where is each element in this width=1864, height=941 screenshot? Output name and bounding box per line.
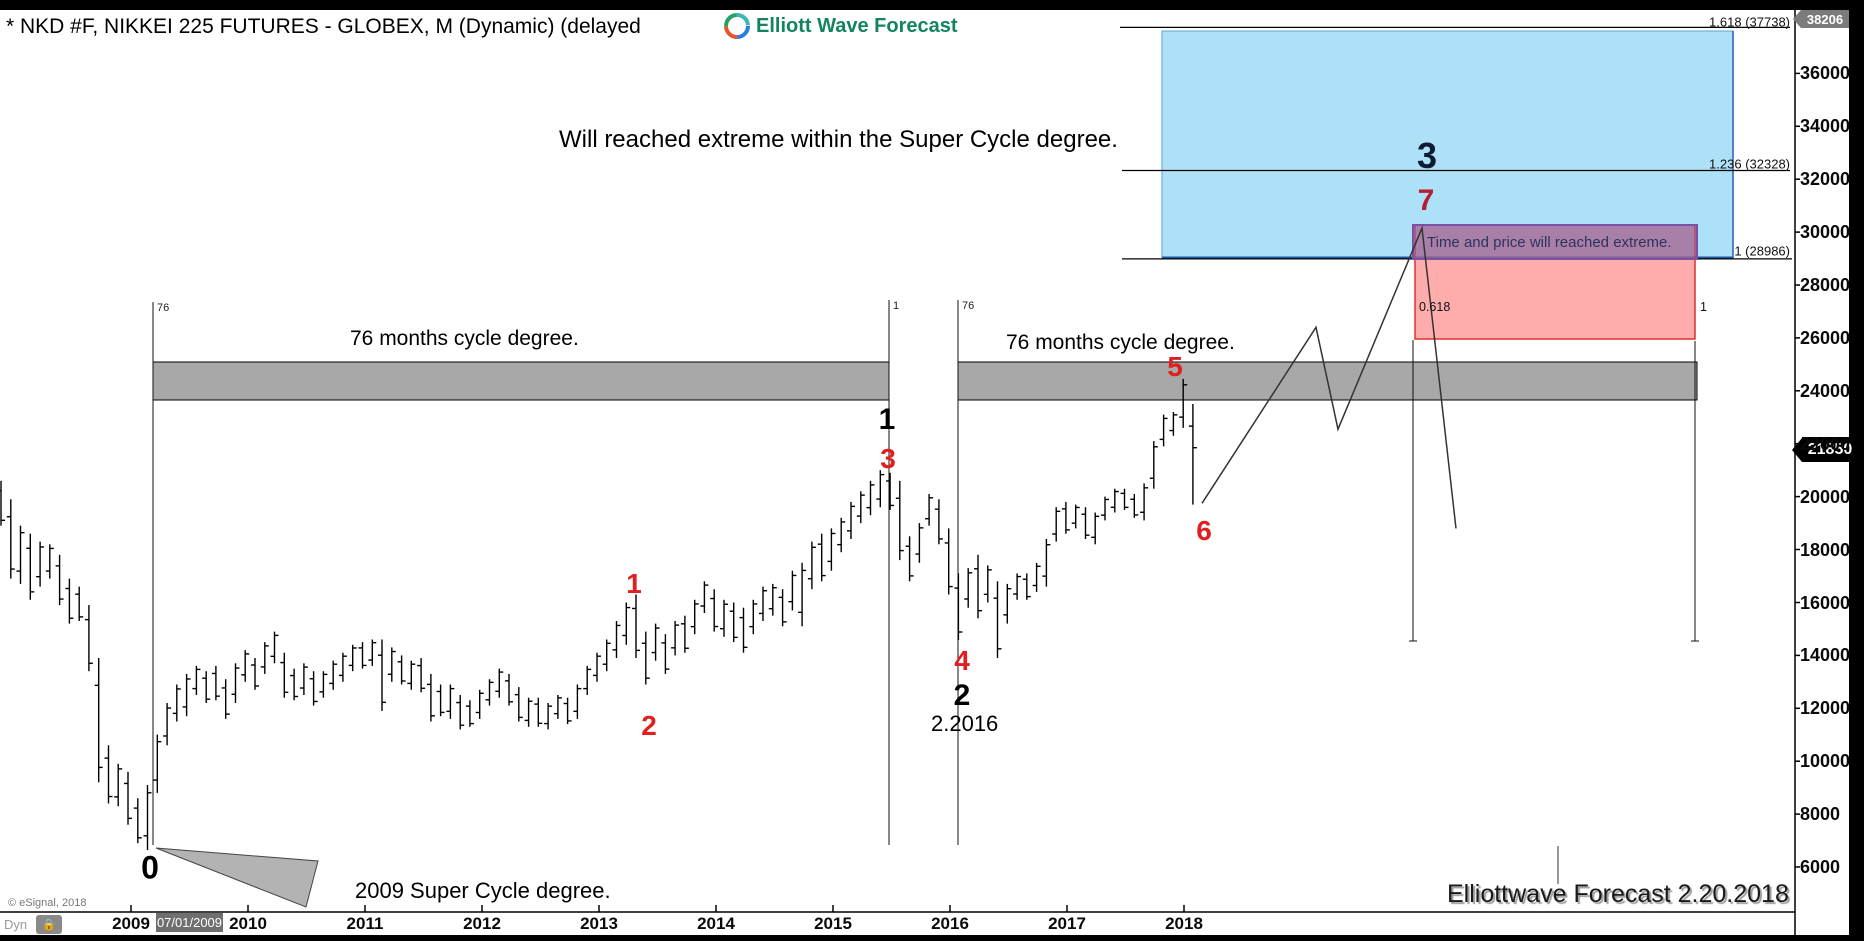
year-label-2017: 2017 [1048, 914, 1086, 933]
watermark: Elliottwave Forecast 2.20.2018 [1447, 880, 1789, 908]
cycle-line-label-0: 76 [157, 302, 170, 314]
top-price-tag-arrow [1793, 10, 1801, 28]
wave-label-10-7: 7 [1417, 184, 1435, 217]
price-label-30000: 30000 [1800, 222, 1851, 243]
wave-label-4-1: 1 [626, 568, 642, 599]
dyn-label: Dyn [4, 917, 28, 932]
price-label-34000: 34000 [1800, 116, 1851, 137]
fib-label-1000: 1 (28986) [1734, 243, 1790, 259]
price-label-18000: 18000 [1800, 539, 1851, 560]
symbol-title: * NKD #F, NIKKEI 225 FUTURES - GLOBEX, M… [6, 15, 641, 38]
price-label-22000: 22000 [1800, 433, 1851, 454]
cycle-band-left [152, 361, 890, 401]
esignal-copyright: © eSignal, 2018 [8, 897, 87, 909]
super-cycle-wedge [155, 847, 319, 908]
price-label-10000: 10000 [1800, 751, 1851, 772]
fib-label-1618: 1.618 (37738) [1709, 14, 1790, 30]
annotation-will-extreme: Will reached extreme within the Super Cy… [559, 126, 1118, 153]
price-label-8000: 8000 [1800, 804, 1841, 825]
price-label-14000: 14000 [1800, 645, 1851, 666]
cycle-line-label-2: 76 [962, 300, 975, 312]
bottom-window-bar [0, 935, 1864, 941]
price-label-32000: 32000 [1800, 169, 1851, 190]
blue-target-box [1161, 30, 1734, 259]
top-window-bar [0, 0, 1864, 10]
date-marker-box[interactable]: 07/01/2009 [156, 913, 223, 932]
annotation-cycle-right: 76 months cycle degree. [1006, 331, 1235, 354]
wave-label-2-2: 2 [953, 679, 971, 712]
wave-label-9-6: 6 [1196, 515, 1212, 546]
price-label-28000: 28000 [1800, 275, 1851, 295]
wave-label-7-4: 4 [954, 645, 970, 676]
brand-logo-text: Elliott Wave Forecast [756, 14, 958, 37]
price-label-6000: 6000 [1800, 857, 1841, 877]
projection-zigzag [1201, 225, 1457, 529]
price-label-26000: 26000 [1800, 327, 1851, 348]
year-label-2009: 2009 [112, 914, 150, 933]
annotation-time-price: Time and price will reached extreme. [1427, 234, 1672, 251]
price-label-20000: 20000 [1800, 486, 1851, 507]
year-label-2016: 2016 [931, 914, 969, 933]
last-price-tag: 21850 [1792, 437, 1858, 462]
right-window-bar [1849, 0, 1864, 941]
year-label-2014: 2014 [697, 914, 735, 933]
year-label-2015: 2015 [814, 914, 852, 933]
year-label-2012: 2012 [463, 914, 501, 933]
price-label-24000: 24000 [1800, 380, 1851, 401]
price-label-36000: 36000 [1800, 63, 1851, 84]
price-label-12000: 12000 [1800, 698, 1851, 719]
wave-label-3-3: 3 [1416, 135, 1438, 176]
annotation-super-cycle: 2009 Super Cycle degree. [355, 878, 611, 903]
purple-note-box [1412, 224, 1698, 260]
year-label-2011: 2011 [346, 914, 384, 933]
last-price-tag-arrow [1792, 437, 1802, 462]
retrace-label-0618: 0.618 [1419, 300, 1451, 314]
wave-label-1-1: 1 [878, 403, 896, 436]
wave-label-6-3: 3 [880, 443, 896, 474]
year-label-2013: 2013 [580, 914, 618, 933]
annotation-low-date: 2.2016 [931, 711, 999, 736]
wave-label-8-5: 5 [1167, 351, 1183, 382]
fib-label-1236: 1.236 (32328) [1709, 156, 1790, 172]
wave-label-0-0: 0 [141, 849, 159, 886]
annotation-cycle-left: 76 months cycle degree. [350, 327, 579, 350]
retrace-label-1: 1 [1700, 300, 1707, 314]
wave-label-5-2: 2 [641, 710, 657, 741]
brand-logo[interactable]: Elliott Wave Forecast [720, 11, 962, 41]
year-label-2018: 2018 [1165, 914, 1203, 933]
top-price-tag: 38206 [1793, 10, 1849, 28]
year-label-2010: 2010 [229, 914, 267, 933]
brand-logo-icon [724, 13, 750, 39]
lock-icon[interactable]: 🔒 [36, 915, 62, 934]
price-label-16000: 16000 [1800, 592, 1851, 613]
cycle-line-label-1: 1 [893, 300, 900, 312]
